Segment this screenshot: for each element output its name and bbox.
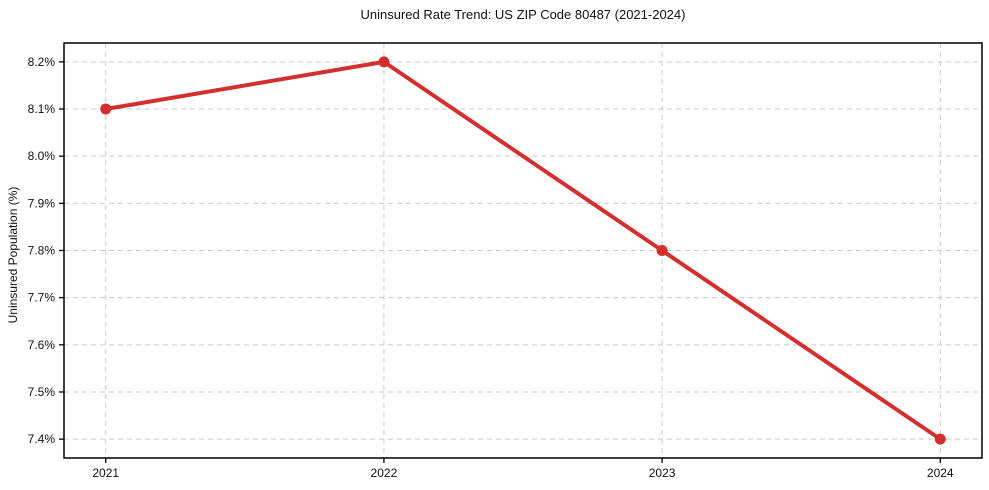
y-tick-label: 7.6% <box>28 338 56 352</box>
data-point-marker <box>656 245 668 256</box>
x-tick-label: 2021 <box>92 466 119 480</box>
trend-line <box>103 59 943 442</box>
data-point-marker <box>100 103 112 115</box>
y-tick-label: 7.7% <box>28 291 56 305</box>
y-tick-label: 7.8% <box>28 244 56 258</box>
x-tick-label: 2022 <box>371 466 398 480</box>
y-tick-label: 8.1% <box>28 102 56 116</box>
y-tick-label: 8.2% <box>28 55 56 69</box>
y-tick-label: 7.9% <box>28 196 56 210</box>
data-point-marker <box>378 56 390 68</box>
y-tick-label: 7.5% <box>28 385 56 399</box>
chart-title: Uninsured Rate Trend: US ZIP Code 80487 … <box>360 7 686 22</box>
x-tick-label: 2024 <box>927 466 954 480</box>
data-point-marker <box>934 433 946 445</box>
y-tick-label: 8.0% <box>28 149 56 163</box>
x-tick-label: 2023 <box>649 466 676 480</box>
y-tick-label: 7.4% <box>28 432 56 446</box>
